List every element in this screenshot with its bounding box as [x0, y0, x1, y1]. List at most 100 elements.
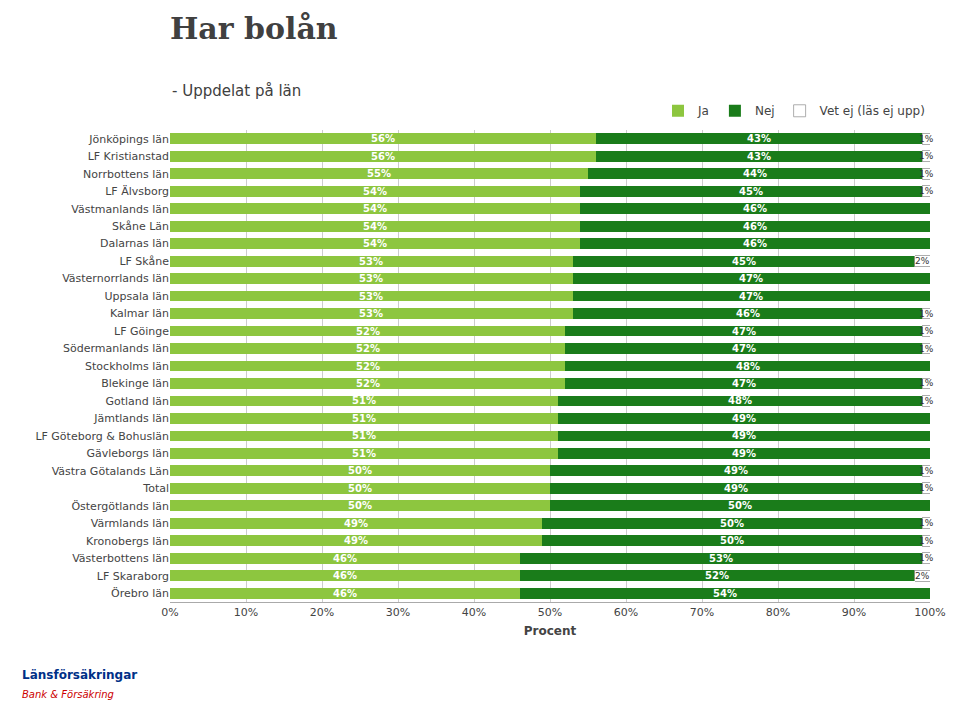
svg-text:Skåne Län: Skåne Län: [112, 220, 169, 233]
svg-text:Västernorrlands län: Västernorrlands län: [62, 272, 169, 285]
svg-text:43%: 43%: [747, 151, 771, 162]
svg-text:0%: 0%: [161, 606, 178, 619]
svg-text:Nej: Nej: [755, 104, 775, 118]
svg-text:Jönköpings län: Jönköpings län: [88, 133, 169, 146]
svg-text:Västerbottens län: Västerbottens län: [72, 552, 169, 565]
svg-text:LF Skåne: LF Skåne: [119, 255, 169, 268]
svg-text:Jämtlands län: Jämtlands län: [93, 412, 169, 425]
svg-text:53%: 53%: [709, 553, 733, 564]
svg-text:Bank & Försäkring: Bank & Försäkring: [22, 689, 114, 700]
svg-text:1%: 1%: [919, 466, 934, 476]
svg-text:49%: 49%: [344, 535, 368, 546]
svg-text:30%: 30%: [386, 606, 410, 619]
svg-text:Västmanlands län: Västmanlands län: [71, 203, 169, 216]
svg-text:52%: 52%: [705, 570, 729, 581]
svg-text:46%: 46%: [333, 588, 357, 599]
svg-text:Västra Götalands Län: Västra Götalands Län: [52, 465, 169, 478]
svg-text:1%: 1%: [919, 536, 934, 546]
svg-text:Länsförsäkringar: Länsförsäkringar: [22, 668, 137, 682]
svg-text:2%: 2%: [915, 571, 930, 581]
svg-text:70%: 70%: [690, 606, 714, 619]
svg-text:46%: 46%: [743, 203, 767, 214]
svg-text:LF Skaraborg: LF Skaraborg: [97, 570, 169, 583]
svg-text:Örebro län: Örebro län: [111, 587, 169, 600]
svg-text:55%: 55%: [367, 168, 391, 179]
svg-text:56%: 56%: [371, 133, 395, 144]
svg-text:Kronobergs län: Kronobergs län: [86, 535, 169, 548]
svg-text:Norrbottens län: Norrbottens län: [83, 168, 169, 181]
svg-text:1%: 1%: [919, 186, 934, 196]
svg-text:80%: 80%: [766, 606, 790, 619]
svg-text:46%: 46%: [743, 238, 767, 249]
svg-text:Uppsala län: Uppsala län: [104, 290, 169, 303]
svg-text:1%: 1%: [919, 553, 934, 563]
svg-text:46%: 46%: [333, 553, 357, 564]
svg-text:46%: 46%: [736, 308, 760, 319]
svg-text:Procent: Procent: [524, 624, 577, 638]
svg-text:1%: 1%: [919, 326, 934, 336]
svg-text:Blekinge län: Blekinge län: [101, 377, 169, 390]
svg-text:50%: 50%: [348, 465, 372, 476]
svg-text:43%: 43%: [747, 133, 771, 144]
svg-text:49%: 49%: [732, 448, 756, 459]
svg-text:44%: 44%: [743, 168, 767, 179]
svg-text:1%: 1%: [919, 151, 934, 161]
svg-text:1%: 1%: [919, 169, 934, 179]
svg-text:46%: 46%: [743, 221, 767, 232]
svg-text:Gotland län: Gotland län: [105, 395, 169, 408]
svg-text:Vet ej (läs ej upp): Vet ej (läs ej upp): [820, 104, 925, 118]
svg-text:90%: 90%: [842, 606, 866, 619]
svg-text:49%: 49%: [732, 430, 756, 441]
svg-text:LF Kristianstad: LF Kristianstad: [88, 150, 169, 163]
svg-text:52%: 52%: [356, 378, 380, 389]
svg-text:47%: 47%: [739, 291, 763, 302]
svg-text:Värmlands län: Värmlands län: [91, 517, 169, 530]
svg-text:48%: 48%: [728, 395, 752, 406]
svg-text:50%: 50%: [348, 500, 372, 511]
svg-text:51%: 51%: [352, 395, 376, 406]
svg-text:Dalarnas län: Dalarnas län: [100, 237, 169, 250]
svg-text:100%: 100%: [914, 606, 945, 619]
svg-text:56%: 56%: [371, 151, 395, 162]
svg-text:1%: 1%: [919, 134, 934, 144]
svg-text:1%: 1%: [919, 309, 934, 319]
svg-text:51%: 51%: [352, 430, 376, 441]
svg-text:Gävleborgs län: Gävleborgs län: [86, 447, 169, 460]
svg-text:1%: 1%: [919, 483, 934, 493]
svg-text:45%: 45%: [732, 256, 756, 267]
svg-text:52%: 52%: [356, 361, 380, 372]
svg-text:53%: 53%: [359, 291, 383, 302]
svg-text:46%: 46%: [333, 570, 357, 581]
svg-text:54%: 54%: [363, 238, 387, 249]
svg-text:1%: 1%: [919, 518, 934, 528]
svg-text:50%: 50%: [348, 483, 372, 494]
svg-text:10%: 10%: [234, 606, 258, 619]
svg-text:1%: 1%: [919, 378, 934, 388]
svg-text:Har bolån: Har bolån: [170, 11, 338, 46]
svg-text:47%: 47%: [732, 343, 756, 354]
svg-text:54%: 54%: [363, 186, 387, 197]
svg-text:53%: 53%: [359, 273, 383, 284]
svg-text:- Uppdelat på län: - Uppdelat på län: [172, 82, 301, 100]
svg-text:Södermanlands län: Södermanlands län: [63, 342, 169, 355]
svg-text:49%: 49%: [732, 413, 756, 424]
svg-text:2%: 2%: [915, 256, 930, 266]
svg-text:49%: 49%: [344, 518, 368, 529]
svg-text:52%: 52%: [356, 343, 380, 354]
svg-text:47%: 47%: [732, 326, 756, 337]
svg-text:51%: 51%: [352, 448, 376, 459]
svg-text:49%: 49%: [724, 465, 748, 476]
svg-text:45%: 45%: [739, 186, 763, 197]
svg-text:1%: 1%: [919, 396, 934, 406]
svg-text:Ja: Ja: [697, 104, 709, 118]
svg-text:50%: 50%: [720, 535, 744, 546]
svg-text:47%: 47%: [739, 273, 763, 284]
svg-text:49%: 49%: [724, 483, 748, 494]
svg-text:50%: 50%: [538, 606, 562, 619]
svg-text:1%: 1%: [919, 344, 934, 354]
svg-text:LF Älvsborg: LF Älvsborg: [105, 185, 169, 198]
svg-text:LF Göinge: LF Göinge: [114, 325, 169, 338]
svg-text:48%: 48%: [736, 361, 760, 372]
svg-text:50%: 50%: [728, 500, 752, 511]
svg-text:52%: 52%: [356, 326, 380, 337]
